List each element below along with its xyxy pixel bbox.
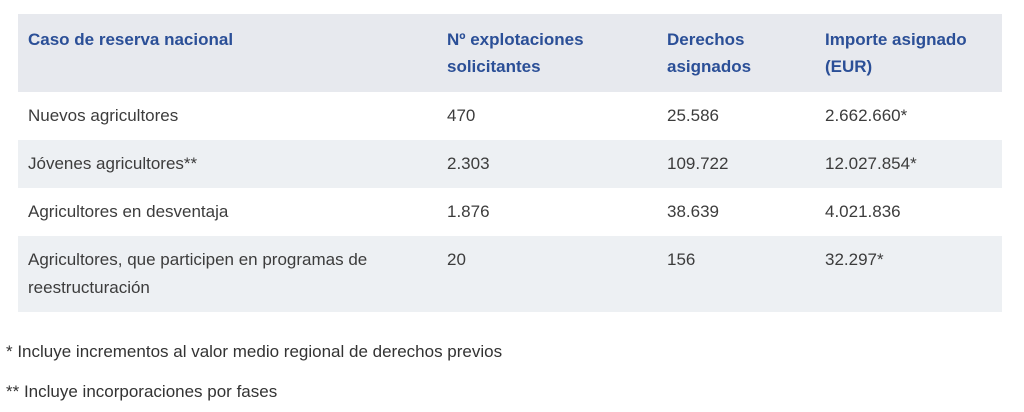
cell-derechos: 25.586 — [667, 106, 719, 125]
column-header-importe: Importe asignado (EUR) — [825, 30, 967, 76]
cell-derechos: 156 — [667, 250, 696, 269]
cell-derechos: 109.722 — [667, 154, 729, 173]
column-header-explotaciones: Nº explotaciones solicitantes — [447, 30, 584, 76]
cell-explotaciones: 20 — [447, 250, 466, 269]
cell-explotaciones: 470 — [447, 106, 476, 125]
cell-caso: Nuevos agricultores — [28, 106, 179, 125]
cell-importe: 32.297* — [825, 250, 884, 269]
cell-explotaciones: 1.876 — [447, 202, 490, 221]
table-row-programas-reestructuracion: Agricultores, que participen en programa… — [18, 236, 1002, 312]
national-reserve-table: Caso de reserva nacional Nº explotacione… — [18, 14, 1002, 312]
table-row-jovenes-agricultores: Jóvenes agricultores** 2.303 109.722 12.… — [18, 140, 1002, 188]
footnote-single-asterisk: * Incluye incrementos al valor medio reg… — [6, 342, 503, 361]
table-row-agricultores-desventaja: Agricultores en desventaja 1.876 38.639 … — [18, 188, 1002, 236]
footnotes: * Incluye incrementos al valor medio reg… — [6, 338, 1024, 406]
column-header-caso-reserva: Caso de reserva nacional — [28, 30, 234, 49]
cell-importe: 2.662.660* — [825, 106, 908, 125]
cell-caso: Jóvenes agricultores** — [28, 154, 198, 173]
footnote-double-asterisk: ** Incluye incorporaciones por fases — [6, 382, 278, 401]
cell-derechos: 38.639 — [667, 202, 719, 221]
cell-importe: 12.027.854* — [825, 154, 917, 173]
column-header-derechos: Derechos asignados — [667, 30, 752, 76]
cell-explotaciones: 2.303 — [447, 154, 490, 173]
table-row-nuevos-agricultores: Nuevos agricultores 470 25.586 2.662.660… — [18, 92, 1002, 140]
cell-caso: Agricultores, que participen en programa… — [28, 250, 368, 297]
cell-importe: 4.021.836 — [825, 202, 901, 221]
cell-caso: Agricultores en desventaja — [28, 202, 229, 221]
table-header-row: Caso de reserva nacional Nº explotacione… — [18, 14, 1002, 92]
